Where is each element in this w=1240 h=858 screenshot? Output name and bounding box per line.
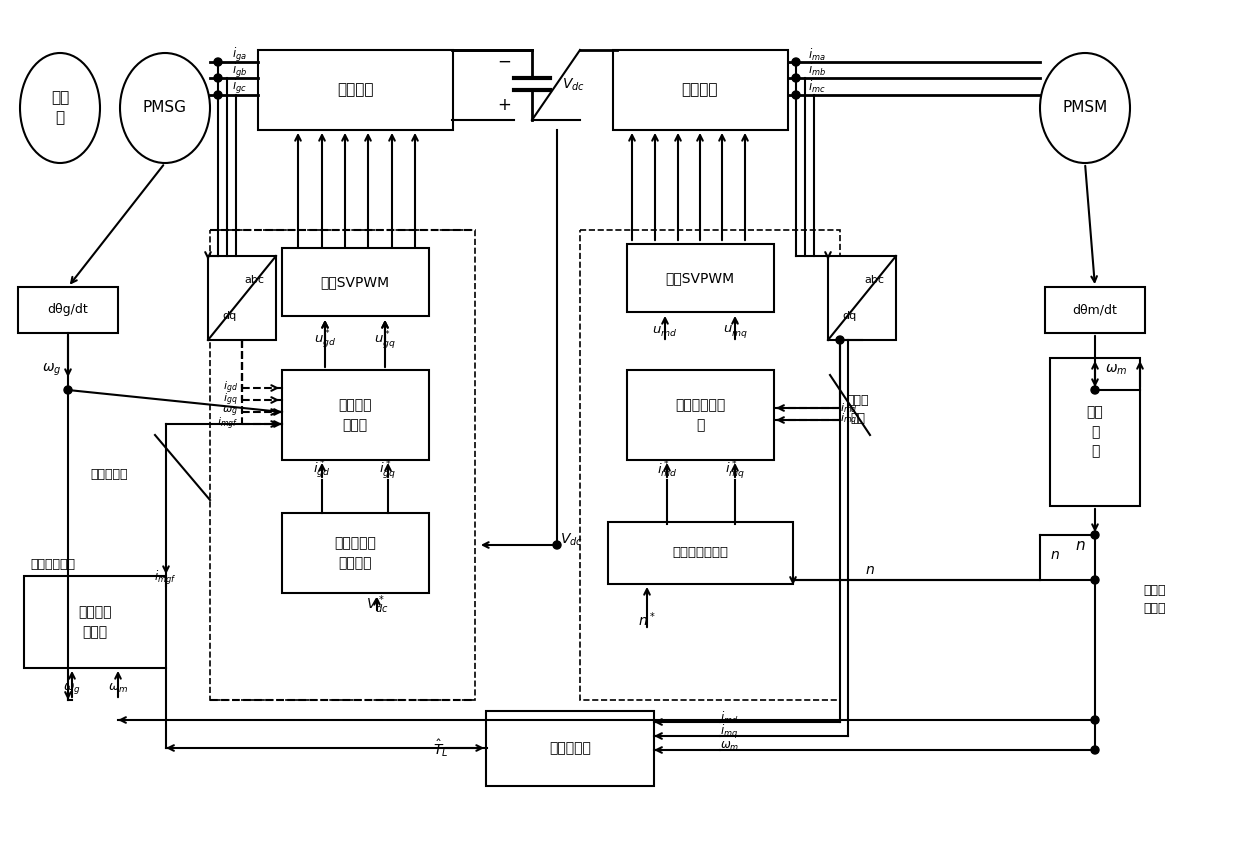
Bar	[626, 370, 774, 460]
Text: PMSM: PMSM	[1063, 100, 1107, 116]
Circle shape	[792, 58, 800, 66]
Circle shape	[215, 91, 222, 99]
Text: $n^*$: $n^*$	[639, 611, 656, 629]
Bar	[580, 230, 839, 700]
Text: $i_{mq}$: $i_{mq}$	[839, 412, 857, 428]
Circle shape	[1091, 716, 1099, 724]
Text: $V_{dc}$: $V_{dc}$	[562, 77, 585, 94]
Text: 原动
机: 原动 机	[51, 91, 69, 125]
Circle shape	[1091, 386, 1099, 394]
Text: $\omega_g$: $\omega_g$	[42, 362, 62, 378]
Circle shape	[1091, 576, 1099, 584]
Text: dθm/dt: dθm/dt	[1073, 304, 1117, 317]
Text: $i^*_{gq}$: $i^*_{gq}$	[379, 459, 397, 481]
Text: $i^*_{mq}$: $i^*_{mq}$	[725, 459, 745, 481]
Text: +: +	[497, 96, 511, 114]
Circle shape	[792, 74, 800, 82]
Text: $u^*_{gd}$: $u^*_{gd}$	[314, 329, 336, 351]
Text: abc: abc	[244, 275, 264, 285]
Text: 第一转换器: 第一转换器	[91, 468, 128, 481]
Text: $i_{md}$: $i_{md}$	[839, 401, 858, 415]
Circle shape	[553, 541, 560, 549]
Text: $i_{ga}$: $i_{ga}$	[232, 46, 247, 64]
Circle shape	[836, 336, 844, 344]
Text: 转矩电流
转换器: 转矩电流 转换器	[78, 605, 112, 638]
Text: dq: dq	[223, 311, 237, 322]
Ellipse shape	[120, 53, 210, 163]
Text: $i_{gq}$: $i_{gq}$	[223, 392, 238, 408]
Text: $i_{gc}$: $i_{gc}$	[232, 78, 247, 96]
Bar	[210, 230, 475, 700]
Text: 逆变电路: 逆变电路	[682, 82, 718, 98]
Text: $V^*_{dc}$: $V^*_{dc}$	[366, 594, 388, 616]
Text: dθg/dt: dθg/dt	[47, 304, 88, 317]
Text: 转速
计
算: 转速 计 算	[1086, 406, 1104, 458]
Text: 第二SVPWM: 第二SVPWM	[666, 271, 734, 285]
Text: $i_{gd}$: $i_{gd}$	[223, 380, 238, 396]
Text: 整流电路: 整流电路	[337, 82, 373, 98]
Bar	[24, 576, 166, 668]
Text: $i_{ma}$: $i_{ma}$	[808, 47, 826, 63]
Circle shape	[215, 74, 222, 82]
Text: $u^*_{mq}$: $u^*_{mq}$	[723, 319, 748, 341]
Text: $i_{mgf}$: $i_{mgf}$	[217, 416, 238, 432]
Text: 电动机
控制器: 电动机 控制器	[1143, 584, 1167, 615]
Text: 转矩观测器: 转矩观测器	[549, 741, 591, 755]
Circle shape	[792, 91, 800, 99]
Text: 第一电流
控制器: 第一电流 控制器	[339, 398, 372, 432]
Text: $i_{mq}$: $i_{mq}$	[720, 723, 738, 741]
Text: $\omega_g$: $\omega_g$	[222, 405, 238, 420]
Bar	[1050, 358, 1140, 506]
Text: $i_{mgf}$: $i_{mgf}$	[154, 569, 176, 587]
Text: $i^*_{gd}$: $i^*_{gd}$	[314, 459, 331, 481]
Bar	[258, 50, 453, 130]
Bar	[828, 256, 897, 340]
Circle shape	[215, 58, 222, 66]
Text: $\omega_m$: $\omega_m$	[720, 740, 739, 752]
Text: −: −	[497, 53, 511, 71]
Ellipse shape	[20, 53, 100, 163]
Text: $i_{gb}$: $i_{gb}$	[232, 62, 247, 80]
Ellipse shape	[1040, 53, 1130, 163]
Text: 第二转
换器: 第二转 换器	[847, 395, 869, 426]
Bar	[608, 522, 792, 584]
Circle shape	[1091, 531, 1099, 539]
Text: $\omega_m$: $\omega_m$	[108, 681, 128, 694]
Text: abc: abc	[864, 275, 884, 285]
Bar	[613, 50, 787, 130]
Text: 第一SVPWM: 第一SVPWM	[320, 275, 389, 289]
Text: $i^*_{md}$: $i^*_{md}$	[657, 460, 677, 480]
Text: $i_{md}$: $i_{md}$	[720, 710, 739, 726]
Text: $\omega_g$: $\omega_g$	[63, 680, 81, 696]
Text: 发电机控制器: 发电机控制器	[30, 559, 74, 571]
Text: 第一母线电
压控制器: 第一母线电 压控制器	[334, 536, 376, 570]
Text: $n$: $n$	[1050, 548, 1060, 562]
Bar	[1045, 287, 1145, 333]
Text: $i_{mc}$: $i_{mc}$	[808, 79, 826, 95]
Text: $u^*_{gq}$: $u^*_{gq}$	[374, 329, 396, 351]
Circle shape	[64, 386, 72, 394]
Text: 第二电流控制
器: 第二电流控制 器	[675, 398, 725, 432]
Text: $n$: $n$	[1075, 537, 1085, 553]
Bar	[19, 287, 118, 333]
Text: $u^*_{md}$: $u^*_{md}$	[652, 320, 678, 340]
Text: PMSG: PMSG	[143, 100, 187, 116]
Bar	[281, 248, 429, 316]
Bar	[281, 370, 429, 460]
Bar	[626, 244, 774, 312]
Bar	[208, 256, 277, 340]
Circle shape	[1091, 746, 1099, 754]
Text: $i_{mb}$: $i_{mb}$	[808, 62, 826, 78]
Text: $V_{dc}$: $V_{dc}$	[560, 532, 583, 548]
Text: $\omega_m$: $\omega_m$	[1105, 363, 1127, 378]
Text: $n$: $n$	[866, 563, 875, 577]
Text: $\hat{T}_L$: $\hat{T}_L$	[433, 737, 448, 758]
Bar	[486, 710, 653, 786]
Bar	[281, 513, 429, 593]
Text: dq: dq	[843, 311, 857, 322]
Text: 电机转速控制器: 电机转速控制器	[672, 547, 728, 559]
